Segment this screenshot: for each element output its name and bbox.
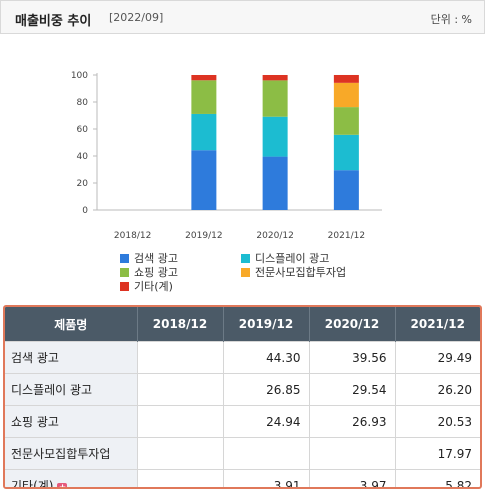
y-tick-label: 20 bbox=[77, 179, 89, 189]
y-tick-label: 40 bbox=[77, 152, 89, 162]
bar-segment bbox=[333, 107, 359, 135]
y-tick-label: 60 bbox=[77, 125, 89, 135]
legend-swatch bbox=[120, 268, 129, 277]
product-name: 디스플레이 광고 bbox=[11, 383, 93, 397]
stacked-bar-chart: 0 20 40 60 80 100 2018/12 2019/12 2020/12 2021/12 bbox=[71, 71, 382, 241]
value-cell: 24.94 bbox=[223, 405, 310, 438]
legend-label: 쇼핑 광고 bbox=[134, 266, 178, 279]
product-name-cell: 쇼핑 광고 bbox=[5, 405, 138, 438]
column-header-period: 2019/12 bbox=[223, 307, 310, 342]
column-header-period: 2018/12 bbox=[137, 307, 224, 342]
value-cell bbox=[223, 437, 310, 470]
x-tick-label: 2019/12 bbox=[185, 231, 222, 241]
product-name-cell: 검색 광고 bbox=[5, 341, 138, 374]
legend-swatch bbox=[120, 254, 129, 263]
product-name: 검색 광고 bbox=[11, 351, 59, 365]
legend-item: 기타(계) bbox=[120, 280, 173, 294]
bar-segment bbox=[262, 80, 288, 117]
bar-segment bbox=[191, 113, 217, 151]
product-name-cell: 디스플레이 광고 bbox=[5, 373, 138, 406]
y-tick-label: 100 bbox=[71, 71, 88, 81]
value-cell: 26.20 bbox=[395, 373, 480, 406]
value-cell bbox=[137, 437, 224, 470]
reference-date: [2022/09] bbox=[109, 11, 164, 24]
legend-item: 디스플레이 광고 bbox=[241, 252, 329, 266]
chart-title: 매출비중 추이 bbox=[15, 14, 92, 29]
legend-swatch bbox=[120, 282, 129, 291]
table-row: 디스플레이 광고 26.85 29.54 26.20 bbox=[5, 373, 480, 406]
legend-label: 전문사모집합투자업 bbox=[255, 266, 347, 279]
value-cell: 26.85 bbox=[223, 373, 310, 406]
column-header-product: 제품명 bbox=[5, 307, 138, 342]
y-tick-label: 80 bbox=[77, 98, 89, 108]
unit-label: 단위 : % bbox=[430, 13, 472, 26]
value-cell: 3.97 bbox=[309, 469, 396, 487]
bar-segment bbox=[262, 116, 288, 157]
bar-segment bbox=[333, 74, 359, 83]
product-name-cell: 전문사모집합투자업 bbox=[5, 437, 138, 470]
table-row: 쇼핑 광고 24.94 26.93 20.53 bbox=[5, 405, 480, 438]
bar-segment bbox=[262, 75, 288, 81]
legend-label: 검색 광고 bbox=[134, 252, 178, 265]
legend-swatch bbox=[241, 254, 250, 263]
bar-segment bbox=[333, 134, 359, 171]
value-cell bbox=[137, 341, 224, 374]
value-cell: 39.56 bbox=[309, 341, 396, 374]
x-tick-label: 2021/12 bbox=[328, 231, 365, 241]
bar-segment bbox=[191, 80, 217, 114]
legend-item: 쇼핑 광고 bbox=[120, 266, 178, 280]
product-name: 쇼핑 광고 bbox=[11, 415, 59, 429]
column-header-period: 2021/12 bbox=[395, 307, 480, 342]
table-row: 전문사모집합투자업 17.97 bbox=[5, 437, 480, 470]
value-cell bbox=[309, 437, 396, 470]
table-header-row: 제품명 2018/12 2019/12 2020/12 2021/12 bbox=[5, 307, 480, 342]
product-name: 전문사모집합투자업 bbox=[11, 447, 111, 461]
bar-segment bbox=[333, 170, 359, 210]
product-name-cell: 기타(계) + bbox=[5, 469, 138, 489]
bar-segment bbox=[191, 150, 217, 210]
x-tick-label: 2018/12 bbox=[114, 231, 151, 241]
legend-label: 디스플레이 광고 bbox=[255, 252, 330, 265]
value-cell: 29.49 bbox=[395, 341, 480, 374]
bar-segment bbox=[262, 156, 288, 210]
bar-segment bbox=[191, 75, 217, 81]
product-name: 기타(계) bbox=[11, 479, 54, 489]
table-row: 검색 광고 44.30 39.56 29.49 bbox=[5, 341, 480, 374]
value-cell: 5.82 bbox=[395, 469, 480, 487]
value-cell bbox=[137, 469, 224, 487]
value-cell: 26.93 bbox=[309, 405, 396, 438]
legend-swatch bbox=[241, 268, 250, 277]
legend-label: 기타(계) bbox=[134, 280, 173, 293]
plus-icon[interactable]: + bbox=[57, 483, 68, 487]
value-cell bbox=[137, 373, 224, 406]
value-cell: 17.97 bbox=[395, 437, 480, 470]
value-cell bbox=[137, 405, 224, 438]
legend-item: 검색 광고 bbox=[120, 252, 178, 266]
table-row: 기타(계) +3.91 3.97 5.82 bbox=[5, 469, 480, 489]
chart-header: 매출비중 추이 [2022/09] 단위 : % bbox=[0, 0, 485, 34]
value-cell: 3.91 bbox=[223, 469, 310, 487]
sales-table: 제품명 2018/12 2019/12 2020/12 2021/12 검색 광고 44.… bbox=[3, 305, 482, 489]
legend-item: 전문사모집합투자업 bbox=[241, 266, 346, 280]
x-tick-label: 2020/12 bbox=[256, 231, 293, 241]
table-body: 검색 광고 44.30 39.56 29.49 디스플레이 광고 26.85 29.54 26… bbox=[5, 341, 480, 489]
column-header-period: 2020/12 bbox=[309, 307, 396, 342]
value-cell: 29.54 bbox=[309, 373, 396, 406]
value-cell: 20.53 bbox=[395, 405, 480, 438]
y-tick-label: 0 bbox=[82, 206, 88, 216]
bar-segment bbox=[333, 82, 359, 108]
value-cell: 44.30 bbox=[223, 341, 310, 374]
